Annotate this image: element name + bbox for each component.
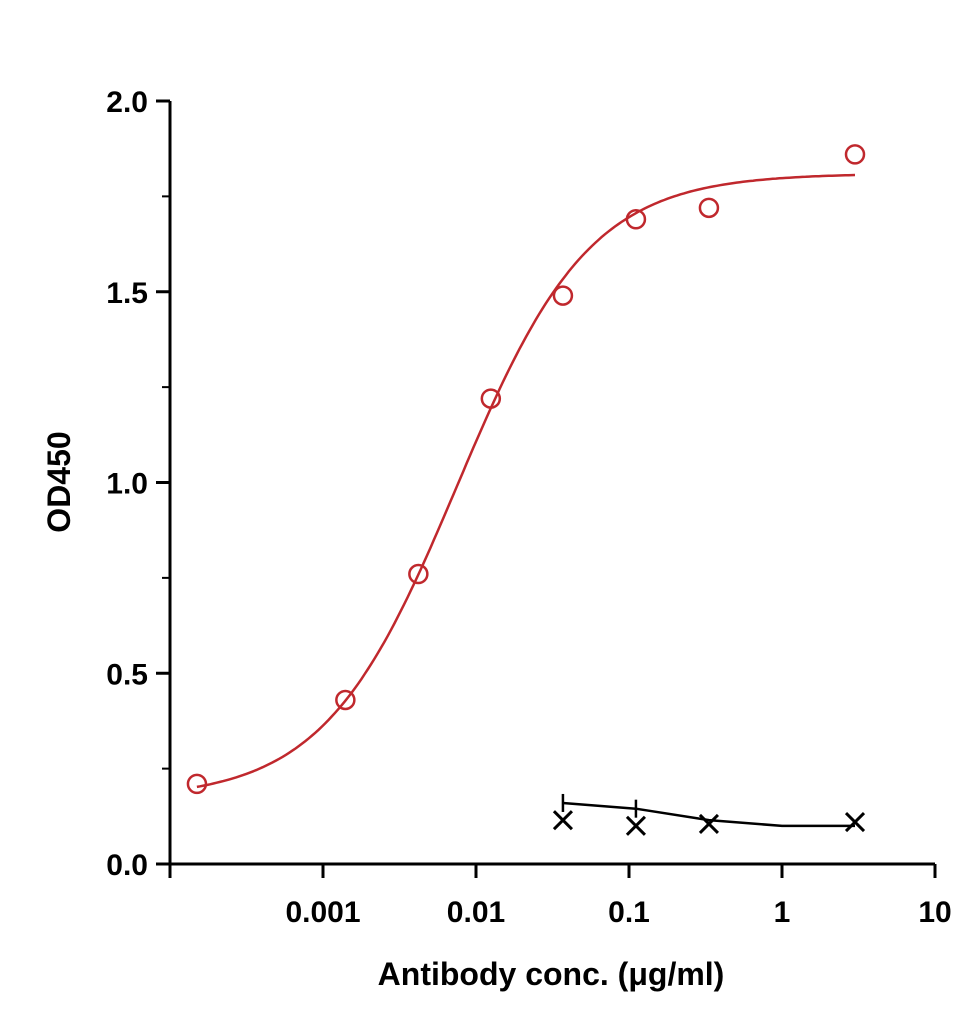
x-axis-title: Antibody conc. (μg/ml) [378,956,725,992]
y-tick-label: 1.0 [106,468,148,501]
data-point [552,810,573,831]
x-tick-label: 0.01 [447,896,505,929]
data-point [844,811,866,833]
data-point [335,689,356,711]
x-tick-label: 0.1 [608,896,650,929]
marker-stroke [625,815,646,836]
marker-stroke [552,810,573,831]
y-axis-title: OD450 [41,431,77,532]
x-tick-label: 10 [918,896,951,929]
data-point [552,285,574,306]
x-tick-label: 0.001 [285,896,360,929]
plot-area [186,144,866,836]
series-layer [186,144,866,836]
series-1 [186,144,866,795]
data-point [408,563,429,585]
data-point [625,815,646,836]
data-point [186,773,208,795]
data-point [698,197,720,219]
marker-stroke [844,811,866,833]
marker-stroke [698,813,719,835]
fit-curve [196,173,856,789]
data-point [625,209,647,230]
data-point [480,388,502,409]
y-tick-label: 0.5 [106,658,148,691]
y-tick-label: 1.5 [106,277,148,310]
y-tick-label: 2.0 [106,86,148,119]
data-point [844,144,866,165]
series-2 [552,793,866,836]
data-point [698,813,719,835]
x-tick-label: 1 [774,896,791,929]
y-ticks: 0.0 0.5 1.0 1.5 2.0 [106,86,170,882]
fit-curve [562,801,855,828]
y-tick-label: 0.0 [106,849,148,882]
x-ticks: 0.001 0.01 0.1 1 10 [168,864,952,929]
axes: 0.0 0.5 1.0 1.5 2.0 0.001 0.01 0.1 1 10 [106,86,951,929]
